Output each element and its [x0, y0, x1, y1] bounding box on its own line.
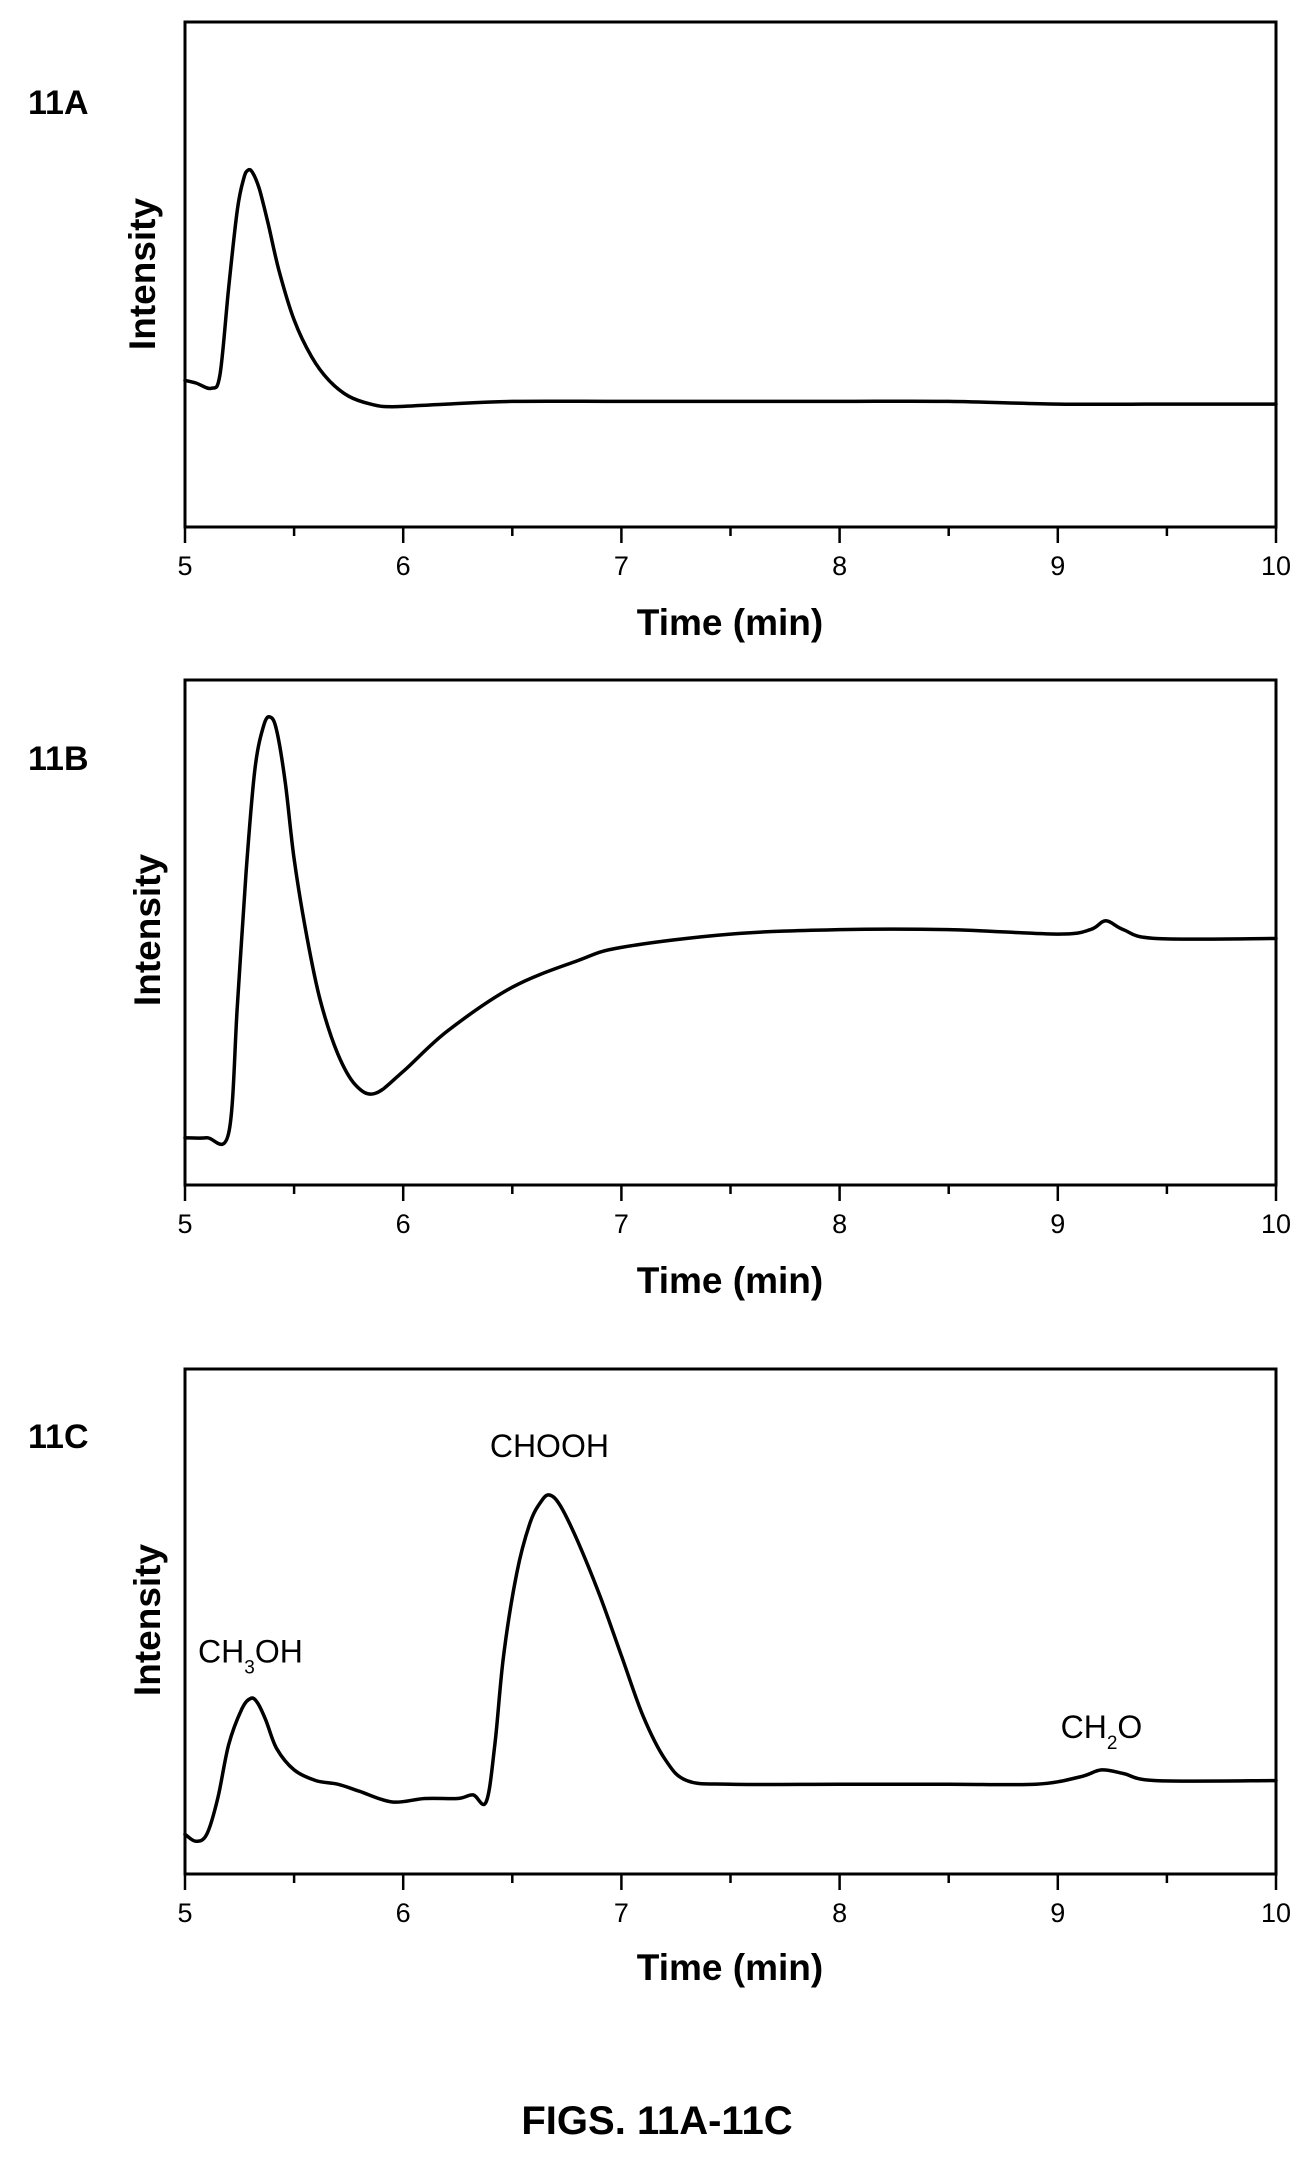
x-axis-tick-labels: 5 6 7 8 9 10 [177, 1898, 1291, 1928]
peak-label: CH2O [1061, 1709, 1143, 1754]
x-axis-ticks [183, 1185, 1278, 1201]
y-axis-title: Intensity [127, 1544, 168, 1697]
y-axis-title: Intensity [122, 198, 163, 351]
panel-label: 11B [28, 740, 89, 778]
plot-frame [183, 20, 1278, 529]
peak-label: CH3OH [198, 1633, 303, 1678]
x-tick-label: 10 [1261, 1898, 1291, 1928]
x-axis-title: Time (min) [637, 1947, 823, 1988]
x-axis-ticks [183, 527, 1278, 543]
x-axis-title: Time (min) [637, 1260, 823, 1301]
x-axis-tick-labels: 5 6 7 8 9 10 [177, 551, 1291, 581]
peak-label: CHOOH [490, 1428, 609, 1464]
intensity-trace [183, 1493, 1278, 1844]
x-axis-tick-labels: 5 6 7 8 9 10 [177, 1209, 1291, 1239]
intensity-trace [183, 715, 1278, 1147]
x-tick-label: 10 [1261, 1209, 1291, 1239]
x-tick-label: 8 [832, 1898, 847, 1928]
panel-label: 11C [28, 1418, 89, 1456]
x-tick-label: 9 [1050, 1209, 1065, 1239]
x-tick-label: 9 [1050, 1898, 1065, 1928]
peak-annotations: CH3OH CHOOH CH2O [198, 1428, 1142, 1753]
x-tick-label: 6 [396, 1209, 411, 1239]
x-axis-title: Time (min) [637, 602, 823, 643]
chart-panel-11a: 11A 5 6 7 8 9 10 Time (min) Intensity [28, 20, 1291, 643]
x-tick-label: 7 [614, 1209, 629, 1239]
x-tick-label: 7 [614, 1898, 629, 1928]
figure-caption: FIGS. 11A-11C [521, 2099, 792, 2143]
chart-panel-11b: 11B 5 6 7 8 9 10 Time (min) Intensity [28, 678, 1291, 1301]
x-axis-ticks [183, 1874, 1278, 1890]
y-axis-title: Intensity [127, 854, 168, 1007]
intensity-trace [183, 167, 1278, 409]
x-tick-label: 8 [832, 1209, 847, 1239]
panel-label: 11A [28, 84, 89, 122]
x-tick-label: 8 [832, 551, 847, 581]
x-tick-label: 6 [396, 1898, 411, 1928]
x-tick-label: 5 [177, 1898, 192, 1928]
x-tick-label: 9 [1050, 551, 1065, 581]
x-tick-label: 10 [1261, 551, 1291, 581]
x-tick-label: 7 [614, 551, 629, 581]
chart-panel-11c: 11C 5 6 7 8 9 10 Time (min) Intensity CH3OHCH… [28, 1367, 1291, 1988]
x-tick-label: 6 [396, 551, 411, 581]
plot-frame [183, 1367, 1278, 1876]
x-tick-label: 5 [177, 1209, 192, 1239]
x-tick-label: 5 [177, 551, 192, 581]
